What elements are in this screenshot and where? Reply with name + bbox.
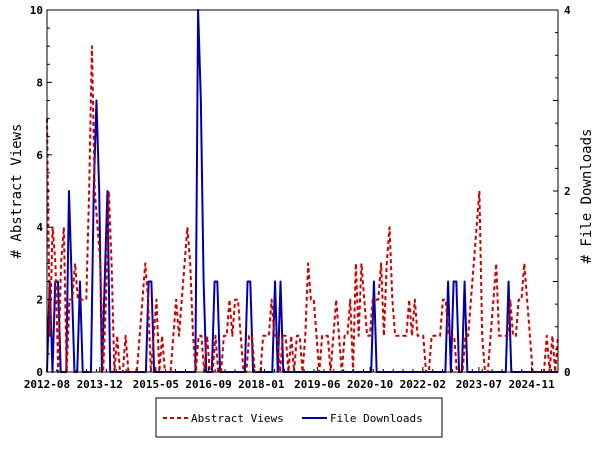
x-tick-label: 2015-05 <box>133 378 179 391</box>
x-tick-label: 2019-06 <box>294 378 341 391</box>
legend-label-file-downloads: File Downloads <box>330 412 423 425</box>
y2-axis-title: # File Downloads <box>579 129 595 264</box>
series-layer <box>46 9 559 373</box>
x-tick-label: 2022-02 <box>400 378 446 391</box>
legend: Abstract Views File Downloads <box>155 397 443 438</box>
x-tick-label: 2024-11 <box>508 378 555 391</box>
x-tick-label: 2016-09 <box>185 378 231 391</box>
y-tick-label: 10 <box>30 4 43 17</box>
y-tick-label: 8 <box>36 76 43 89</box>
y-axis-title: # Abstract Views <box>9 124 25 259</box>
x-tick-label: 2018-01 <box>238 378 285 391</box>
legend-label-abstract-views: Abstract Views <box>191 412 284 425</box>
y-tick-label: 0 <box>36 366 43 379</box>
y-tick-label: 6 <box>36 149 43 162</box>
y-tick-label: 4 <box>36 221 43 234</box>
y-tick-label: 2 <box>36 294 43 307</box>
x-tick-label: 2023-07 <box>456 378 502 391</box>
series-line-abstract-views <box>46 45 559 373</box>
y2-tick-label: 2 <box>564 185 571 198</box>
x-tick-label: 2020-10 <box>347 378 393 391</box>
tick-marks <box>46 9 558 373</box>
x-tick-label: 2013-12 <box>77 378 123 391</box>
legend-box <box>155 397 443 438</box>
x-tick-label: 2012-08 <box>24 378 70 391</box>
y2-tick-label: 0 <box>564 366 571 379</box>
y2-tick-label: 4 <box>564 4 571 17</box>
tick-labels: 2012-08 2013-12 2015-05 2016-09 2018-01 2019-… <box>24 4 571 391</box>
